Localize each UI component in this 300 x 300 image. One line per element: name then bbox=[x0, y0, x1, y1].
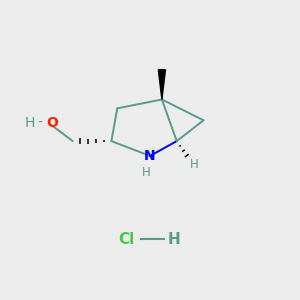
Polygon shape bbox=[158, 70, 166, 100]
Text: H: H bbox=[167, 232, 180, 247]
Text: H: H bbox=[24, 116, 35, 130]
Text: Cl: Cl bbox=[118, 232, 134, 247]
Text: N: N bbox=[144, 149, 156, 163]
Text: -: - bbox=[38, 116, 43, 130]
Text: H: H bbox=[190, 158, 199, 171]
Text: O: O bbox=[46, 116, 58, 130]
Text: H: H bbox=[142, 166, 151, 179]
